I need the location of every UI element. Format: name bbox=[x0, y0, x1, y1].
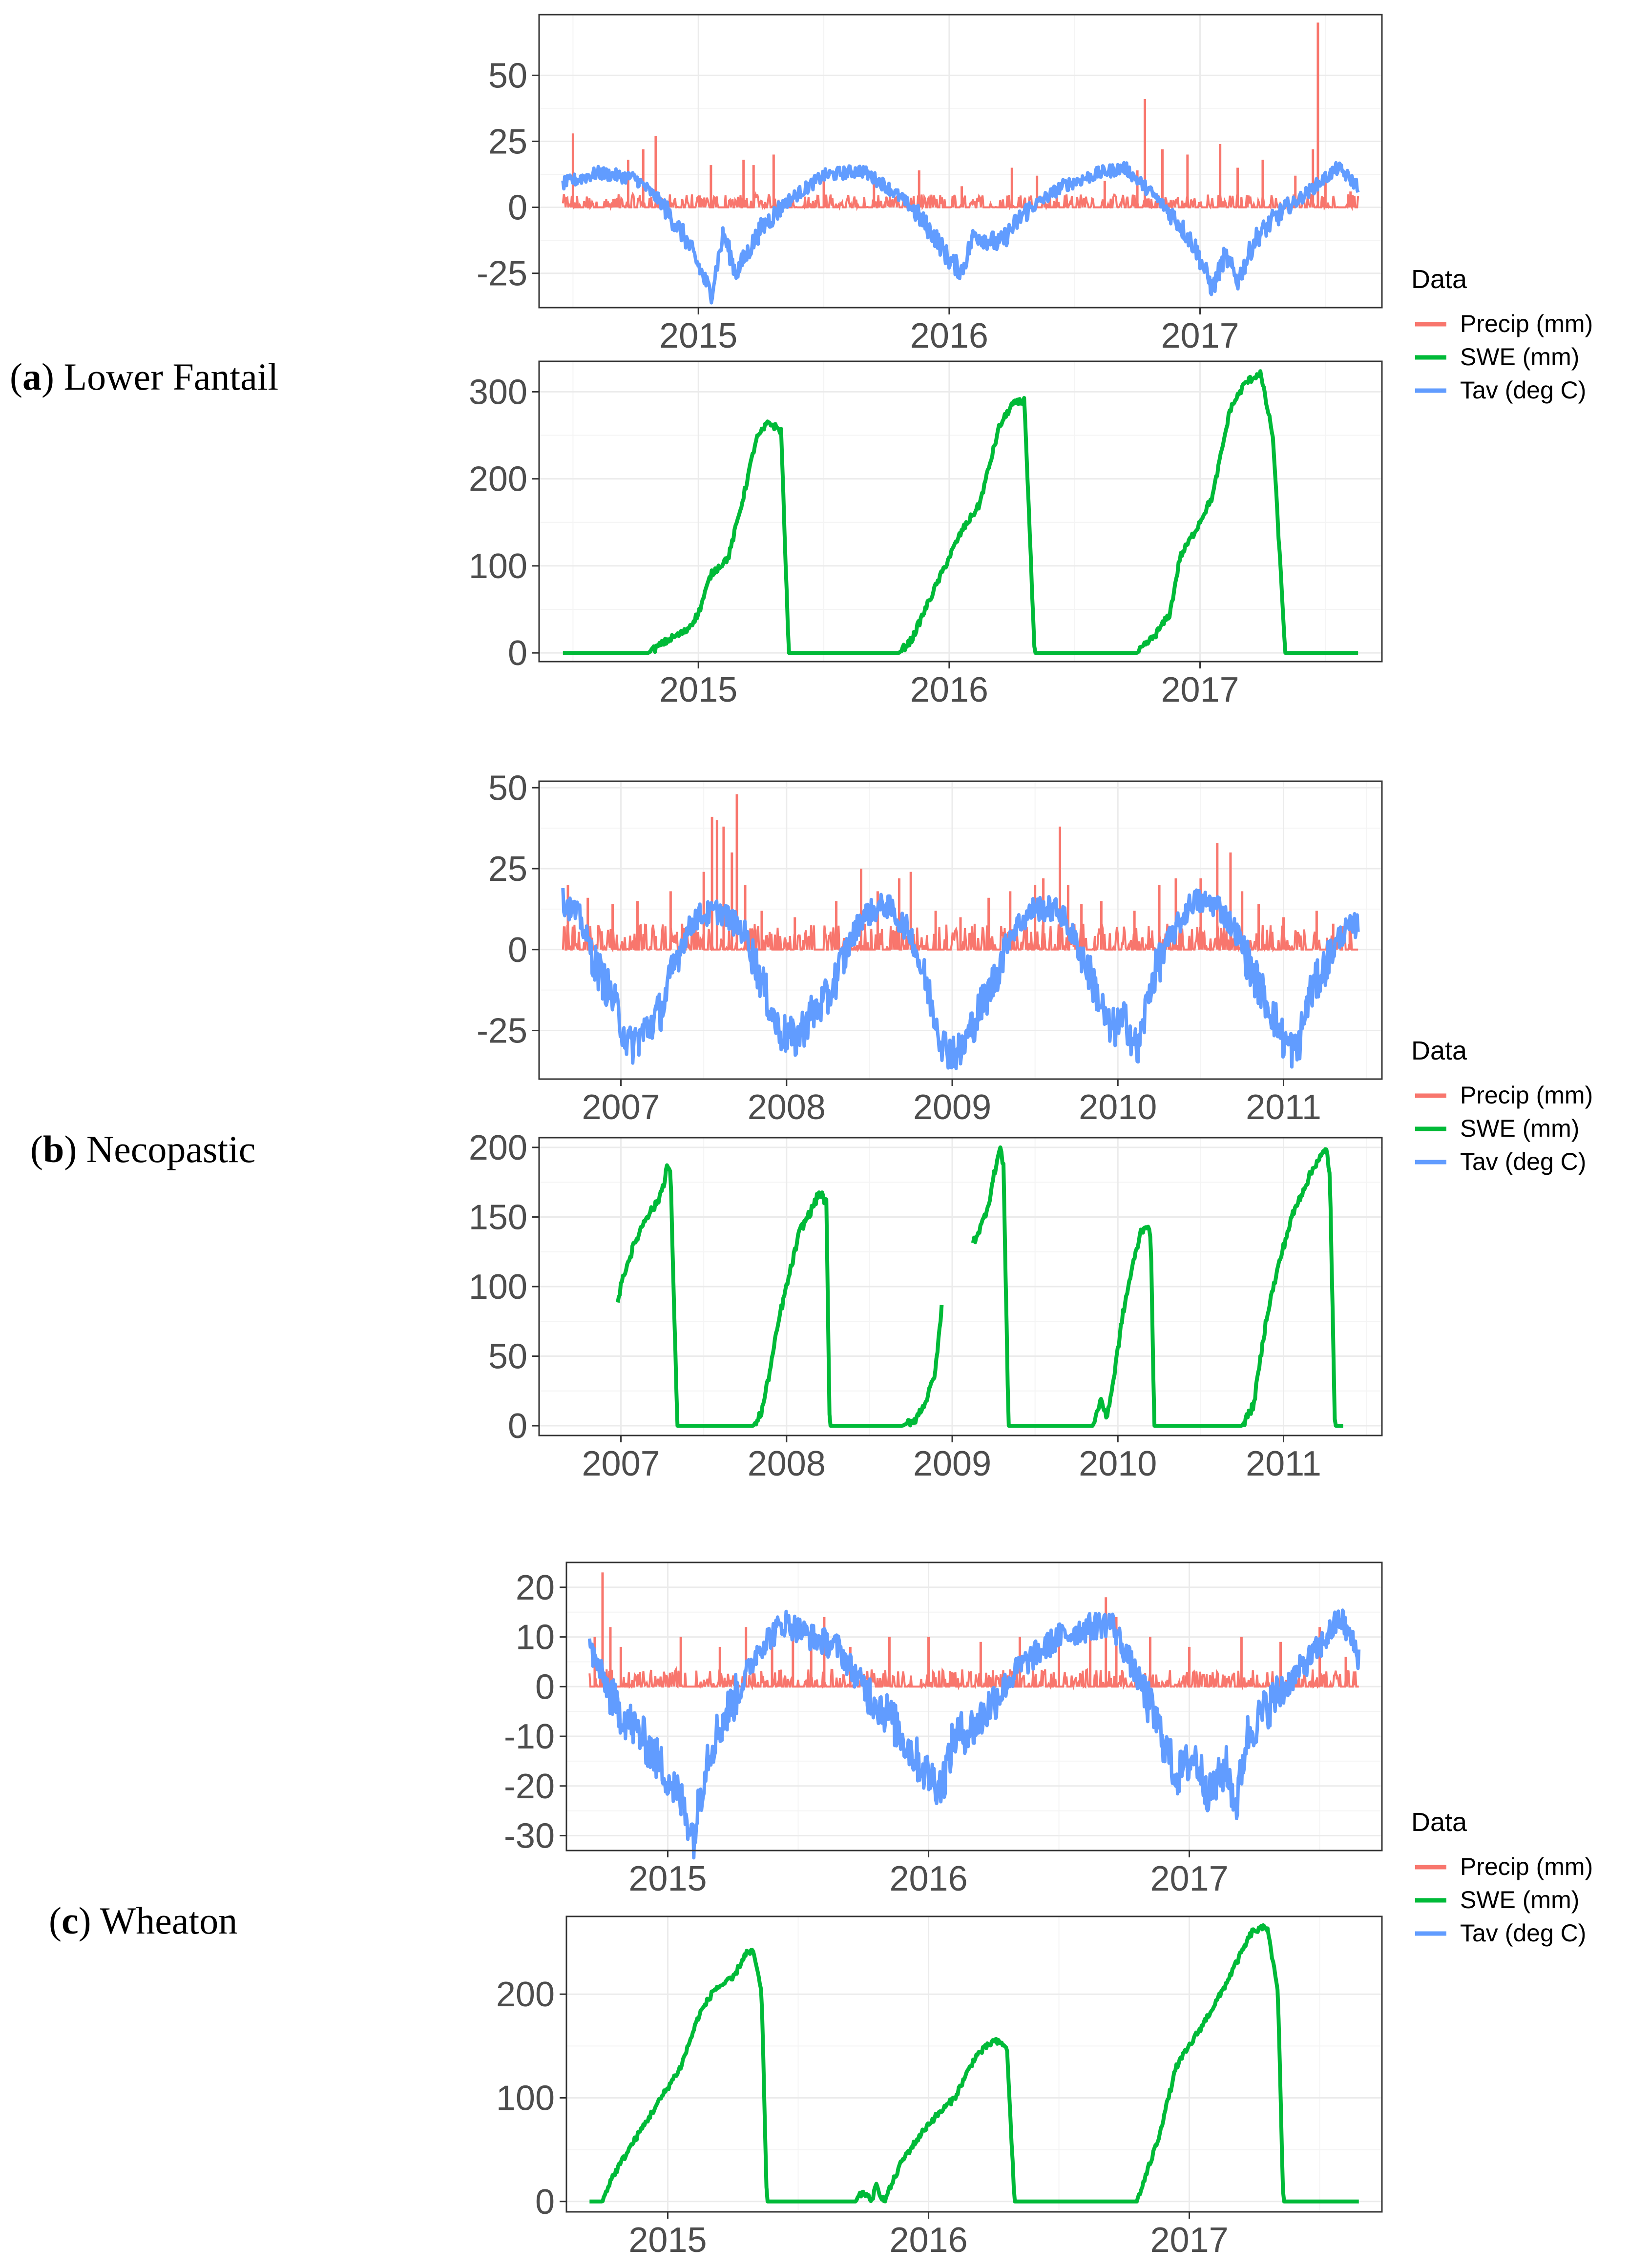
precip-series-line bbox=[562, 191, 1359, 211]
swe-legend-label: SWE (mm) bbox=[1460, 1886, 1579, 1914]
tav-legend-label: Tav (deg C) bbox=[1460, 1148, 1586, 1175]
legend-a: Data Precip (mm) SWE (mm) Tav (deg C) bbox=[1411, 265, 1593, 404]
panel-c-swe-plot: 2015 2016 2017 0 100 200 bbox=[496, 1915, 1383, 2260]
legend-title: Data bbox=[1411, 265, 1467, 294]
y-tick-label: 200 bbox=[469, 1128, 527, 1167]
y-tick-label: 0 bbox=[508, 634, 527, 673]
x-tick-label: 2007 bbox=[582, 1088, 660, 1127]
plot-frame bbox=[538, 360, 1383, 663]
y-tick-label: 0 bbox=[535, 1667, 555, 1706]
y-tick-label: 200 bbox=[496, 1975, 555, 2014]
y-tick-label: 100 bbox=[469, 1268, 527, 1307]
x-tick-label: 2016 bbox=[889, 1859, 967, 1898]
swe-legend-label: SWE (mm) bbox=[1460, 343, 1579, 371]
x-tick-label: 2015 bbox=[628, 2221, 707, 2260]
panel-b-swe-plot: 2007 2008 2009 2010 2011 0 50 100 150 200 bbox=[469, 1128, 1383, 1483]
tav-series-line bbox=[587, 1608, 1361, 1860]
swe-legend-label: SWE (mm) bbox=[1460, 1115, 1579, 1142]
plot-frame bbox=[565, 1561, 1383, 1852]
y-tick-label: 200 bbox=[469, 460, 527, 499]
y-tick-label: 150 bbox=[469, 1198, 527, 1237]
x-tick-label: 2008 bbox=[748, 1088, 826, 1127]
x-tick-label: 2008 bbox=[748, 1444, 826, 1483]
x-tick-label: 2016 bbox=[910, 670, 988, 709]
tav-series-line bbox=[561, 888, 1360, 1070]
legend-title: Data bbox=[1411, 1036, 1467, 1065]
y-tick-label: -25 bbox=[477, 1012, 527, 1051]
y-tick-label: 50 bbox=[488, 1337, 527, 1376]
swe-series-line bbox=[588, 1923, 1360, 2204]
x-tick-label: 2011 bbox=[1246, 1444, 1321, 1483]
y-tick-label: 25 bbox=[488, 122, 527, 161]
x-tick-label: 2017 bbox=[1150, 2221, 1229, 2260]
panel-c-climate-plot: 2015 2016 2017 -30 -20 -10 0 10 20 bbox=[504, 1561, 1383, 1898]
x-tick-label: 2015 bbox=[628, 1859, 707, 1898]
x-tick-label: 2010 bbox=[1079, 1444, 1157, 1483]
x-tick-label: 2011 bbox=[1246, 1088, 1321, 1127]
y-tick-label: 50 bbox=[488, 56, 527, 95]
y-tick-label: -25 bbox=[477, 254, 527, 293]
x-tick-label: 2017 bbox=[1150, 1859, 1229, 1898]
tav-legend-label: Tav (deg C) bbox=[1460, 376, 1586, 404]
x-tick-label: 2017 bbox=[1161, 316, 1239, 355]
y-tick-label: -10 bbox=[504, 1717, 555, 1756]
tav-series-line bbox=[561, 161, 1360, 305]
y-tick-label: 0 bbox=[508, 1407, 527, 1446]
tav-legend-label: Tav (deg C) bbox=[1460, 1919, 1586, 1947]
x-tick-label: 2016 bbox=[889, 2221, 967, 2260]
y-tick-label: 100 bbox=[496, 2079, 555, 2118]
swe-series-line bbox=[562, 369, 1359, 655]
panel-a-swe-plot: 2015 2016 2017 0 100 200 300 bbox=[469, 360, 1383, 709]
x-tick-label: 2015 bbox=[659, 670, 737, 709]
panel-a-climate-plot: 2015 2016 2017 -25 0 25 50 bbox=[477, 14, 1383, 355]
y-tick-label: 100 bbox=[469, 547, 527, 586]
legend-b: Data Precip (mm) SWE (mm) Tav (deg C) bbox=[1411, 1036, 1593, 1175]
panel-label-c: (c) Wheaton bbox=[49, 1899, 237, 1942]
x-tick-label: 2009 bbox=[913, 1444, 991, 1483]
plot-frame bbox=[565, 1915, 1383, 2213]
x-tick-label: 2010 bbox=[1079, 1088, 1157, 1127]
y-tick-label: 0 bbox=[535, 2183, 555, 2222]
panel-b-climate-plot: 2007 2008 2009 2010 2011 -25 0 25 50 bbox=[477, 769, 1383, 1127]
legend-title: Data bbox=[1411, 1808, 1467, 1837]
plot-frame bbox=[538, 780, 1383, 1080]
panel-label-a: (a) Lower Fantail bbox=[10, 355, 278, 398]
y-tick-label: 0 bbox=[508, 931, 527, 970]
y-tick-label: 300 bbox=[469, 373, 527, 412]
x-tick-label: 2016 bbox=[910, 316, 988, 355]
y-tick-label: 20 bbox=[516, 1568, 555, 1607]
panel-label-b: (b) Necopastic bbox=[30, 1128, 255, 1170]
y-tick-label: -20 bbox=[504, 1767, 555, 1806]
x-tick-label: 2007 bbox=[582, 1444, 660, 1483]
precip-legend-label: Precip (mm) bbox=[1460, 1082, 1593, 1109]
y-tick-label: 25 bbox=[488, 850, 527, 889]
precip-legend-label: Precip (mm) bbox=[1460, 310, 1593, 337]
legend-c: Data Precip (mm) SWE (mm) Tav (deg C) bbox=[1411, 1808, 1593, 1947]
y-tick-label: 0 bbox=[508, 188, 527, 228]
x-tick-label: 2009 bbox=[913, 1088, 991, 1127]
x-tick-label: 2017 bbox=[1161, 670, 1239, 709]
y-tick-label: -30 bbox=[504, 1816, 555, 1855]
precip-legend-label: Precip (mm) bbox=[1460, 1853, 1593, 1880]
plot-frame bbox=[538, 14, 1383, 309]
plot-frame bbox=[538, 1137, 1383, 1436]
precip-series-line bbox=[588, 1666, 1359, 1691]
swe-series-line bbox=[616, 1145, 1344, 1428]
y-tick-label: 10 bbox=[516, 1618, 555, 1657]
y-tick-label: 50 bbox=[488, 769, 527, 808]
x-tick-label: 2015 bbox=[659, 316, 737, 355]
